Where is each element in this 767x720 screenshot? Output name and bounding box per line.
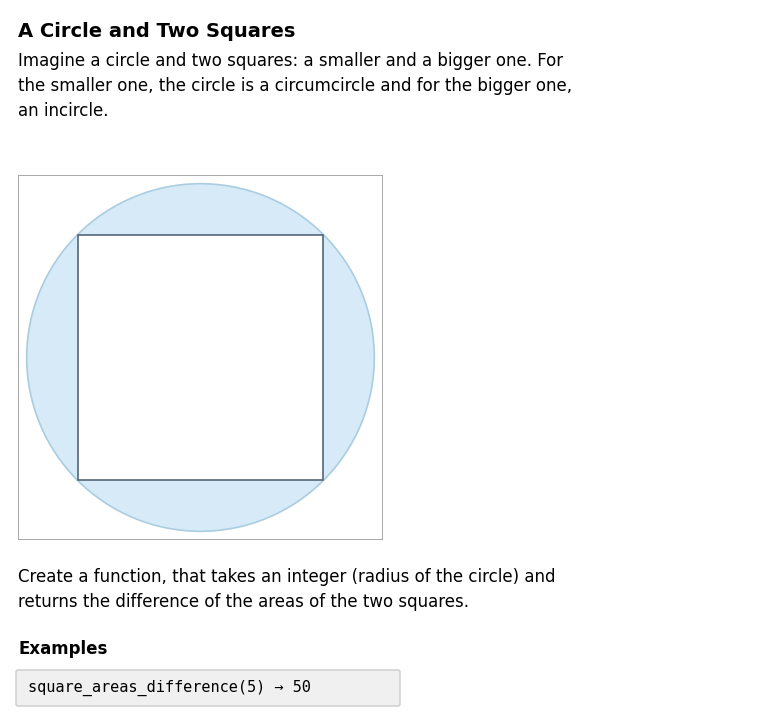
Text: A Circle and Two Squares: A Circle and Two Squares (18, 22, 295, 41)
Circle shape (27, 184, 374, 531)
Text: Examples: Examples (18, 640, 107, 658)
Text: square_areas_difference(5) → 50: square_areas_difference(5) → 50 (28, 680, 311, 696)
Text: Imagine a circle and two squares: a smaller and a bigger one. For
the smaller on: Imagine a circle and two squares: a smal… (18, 52, 572, 120)
Bar (77, 235, 324, 480)
Text: Create a function, that takes an integer (radius of the circle) and
returns the : Create a function, that takes an integer… (18, 568, 555, 611)
FancyBboxPatch shape (16, 670, 400, 706)
